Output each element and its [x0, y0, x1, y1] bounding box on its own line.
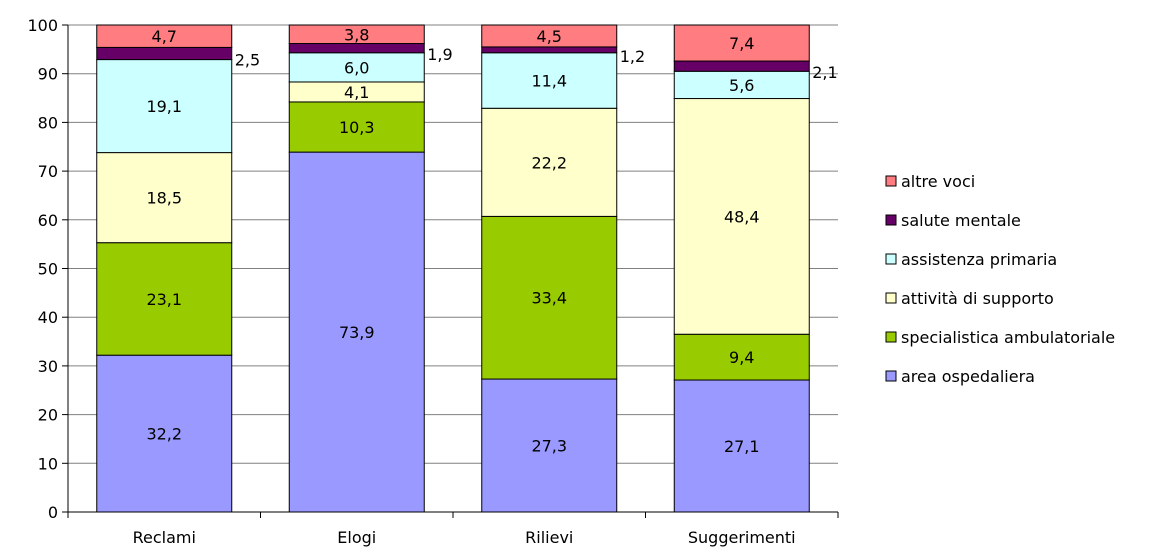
y-tick-label: 100 [27, 16, 58, 35]
x-category-label: Elogi [337, 528, 376, 547]
bar-segment [481, 24, 618, 48]
data-label: 23,1 [146, 290, 182, 309]
bar-segment [481, 378, 618, 513]
data-label: 4,7 [152, 27, 177, 46]
bar-segment [288, 151, 425, 513]
data-label: 4,1 [344, 83, 369, 102]
data-label: 1,9 [427, 45, 452, 64]
legend-swatch [885, 175, 897, 187]
legend-label: altre voci [901, 172, 975, 191]
data-label: 11,4 [531, 72, 567, 91]
data-label: 7,4 [729, 34, 754, 53]
legend-swatch [885, 214, 897, 226]
data-label: 27,1 [724, 437, 760, 456]
bar-segment [96, 152, 233, 244]
x-category-label: Reclami [133, 528, 196, 547]
data-label: 22,2 [531, 153, 567, 172]
y-tick-label: 30 [38, 357, 58, 376]
data-label: 33,4 [531, 289, 567, 308]
y-tick-label: 80 [38, 113, 58, 132]
data-label: 48,4 [724, 207, 760, 226]
data-label: 27,3 [531, 437, 567, 456]
bar-segment [481, 107, 618, 217]
x-category-label: Suggerimenti [688, 528, 796, 547]
bar-segment [96, 59, 233, 154]
legend-swatch [885, 292, 897, 304]
bar-segment [288, 24, 425, 45]
bar-segment [673, 379, 810, 513]
y-tick-label: 0 [48, 503, 58, 522]
x-category-label: Rilievi [525, 528, 573, 547]
data-label: 6,0 [344, 58, 369, 77]
legend-swatch [885, 370, 897, 382]
bar-segment [288, 52, 425, 83]
data-label: 19,1 [146, 97, 182, 116]
bar-segment [96, 46, 233, 61]
bars: 32,2 23,1 18,5 19,1 2,5 4,7 73,9 10,3 4,1 6,0 1,9 3… [96, 24, 838, 513]
y-tick-label: 20 [38, 406, 58, 425]
bar-segment [288, 43, 425, 54]
legend-label: salute mentale [901, 211, 1021, 230]
data-label: 3,8 [344, 25, 369, 44]
legend-label: assistenza primaria [901, 250, 1057, 269]
y-tick-label: 70 [38, 162, 58, 181]
data-label: 9,4 [729, 348, 754, 367]
axes: 0 10 20 30 40 50 60 70 80 90 100 Reclami Elogi Riliev… [27, 16, 839, 547]
bar-segment [481, 215, 618, 380]
y-tick-label: 60 [38, 211, 58, 230]
bar-segment [673, 98, 810, 335]
data-label: 18,5 [146, 189, 182, 208]
bar-segment [673, 24, 810, 62]
data-label: 32,2 [146, 425, 182, 444]
bar-segment [481, 46, 618, 54]
bar-segment [673, 60, 810, 72]
y-tick-label: 40 [38, 308, 58, 327]
data-label: 73,9 [339, 323, 375, 342]
y-tick-label: 90 [38, 65, 58, 84]
bar-segment [673, 333, 810, 381]
bar-segment [288, 101, 425, 153]
legend-label: area ospedaliera [901, 367, 1035, 386]
legend-swatch [885, 331, 897, 343]
legend-label: specialistica ambulatoriale [901, 328, 1115, 347]
legend-label: attività di supporto [901, 289, 1054, 308]
y-tick-label: 50 [38, 260, 58, 279]
bar-segment [96, 24, 233, 48]
bar-segment [673, 70, 810, 100]
data-label: 10,3 [339, 118, 375, 137]
data-label: 4,5 [537, 27, 562, 46]
legend-swatch [885, 253, 897, 265]
bar-segment [481, 52, 618, 109]
data-label: 2,5 [235, 50, 260, 69]
data-label: 5,6 [729, 76, 754, 95]
legend: altre voci salute mentale assistenza prima… [885, 172, 1115, 386]
y-tick-label: 10 [38, 454, 58, 473]
data-label: 1,2 [620, 47, 645, 66]
bar-segment [96, 242, 233, 356]
data-label: 2,1 [812, 63, 837, 82]
